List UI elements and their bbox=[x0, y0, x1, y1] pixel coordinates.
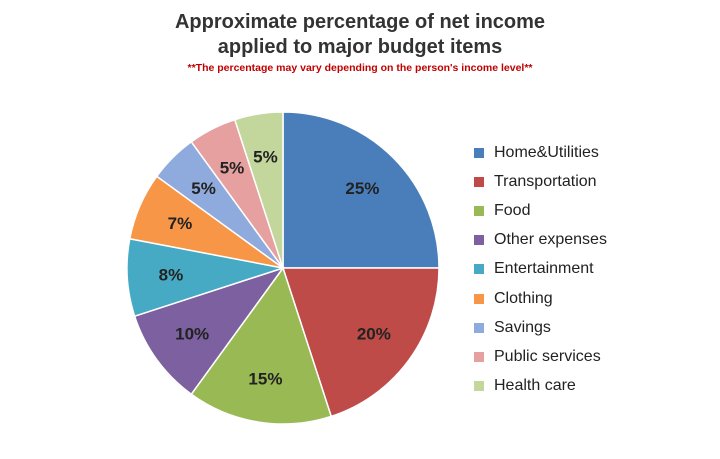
legend-label-food: Food bbox=[494, 201, 531, 219]
data-label-entertainment: 8% bbox=[159, 266, 184, 285]
legend-swatch-food bbox=[474, 205, 484, 216]
data-label-transportation: 20% bbox=[357, 325, 391, 344]
data-label-savings: 5% bbox=[191, 179, 216, 198]
legend-item-public-services: Public services bbox=[474, 342, 607, 371]
data-label-public-services: 5% bbox=[220, 158, 245, 177]
data-label-health-care: 5% bbox=[253, 148, 278, 167]
legend-swatch-entertainment bbox=[474, 264, 484, 275]
legend-item-food: Food bbox=[474, 196, 607, 225]
data-label-food: 15% bbox=[248, 369, 282, 388]
legend-item-transportation: Transportation bbox=[474, 167, 607, 196]
pie-slice-transportation bbox=[281, 267, 440, 418]
legend-item-other-expenses: Other expenses bbox=[474, 226, 607, 255]
legend-label-public-services: Public services bbox=[494, 347, 601, 365]
pie-slice-other-expenses bbox=[133, 266, 285, 396]
legend-item-entertainment: Entertainment bbox=[474, 255, 607, 284]
data-label-home-utilities: 25% bbox=[345, 179, 379, 198]
legend-label-other-expenses: Other expenses bbox=[494, 231, 607, 249]
legend-label-clothing: Clothing bbox=[494, 289, 553, 307]
data-label-other-expenses: 10% bbox=[175, 325, 209, 344]
legend-swatch-health-care bbox=[474, 381, 484, 392]
legend-item-health-care: Health care bbox=[474, 372, 607, 401]
chart-title-line-1: Approximate percentage of net income bbox=[174, 11, 546, 33]
legend-item-savings: Savings bbox=[474, 313, 607, 342]
chart-subtitle: **The percentage may vary depending on t… bbox=[187, 62, 533, 74]
chart-legend: Home&Utilities Transportation Food Other ex… bbox=[474, 138, 607, 401]
pie-slice-home-utilities bbox=[282, 111, 440, 269]
legend-label-health-care: Health care bbox=[494, 377, 576, 395]
chart-title-line-2: applied to major budget items bbox=[217, 36, 503, 58]
legend-swatch-clothing bbox=[474, 293, 484, 304]
legend-item-clothing: Clothing bbox=[474, 284, 607, 313]
data-label-clothing: 7% bbox=[168, 214, 193, 233]
legend-swatch-transportation bbox=[474, 176, 484, 187]
legend-label-entertainment: Entertainment bbox=[494, 260, 594, 278]
legend-label-savings: Savings bbox=[494, 318, 551, 336]
pie-slice-food bbox=[190, 266, 333, 425]
legend-swatch-savings bbox=[474, 322, 484, 333]
pie-slice-health-care bbox=[233, 111, 284, 269]
legend-label-transportation: Transportation bbox=[494, 172, 597, 190]
legend-item-home-utilities: Home&Utilities bbox=[474, 138, 607, 167]
legend-swatch-public-services bbox=[474, 351, 484, 362]
legend-label-home-utilities: Home&Utilities bbox=[494, 143, 599, 161]
legend-swatch-home-utilities bbox=[474, 147, 484, 158]
legend-swatch-other-expenses bbox=[474, 235, 484, 246]
